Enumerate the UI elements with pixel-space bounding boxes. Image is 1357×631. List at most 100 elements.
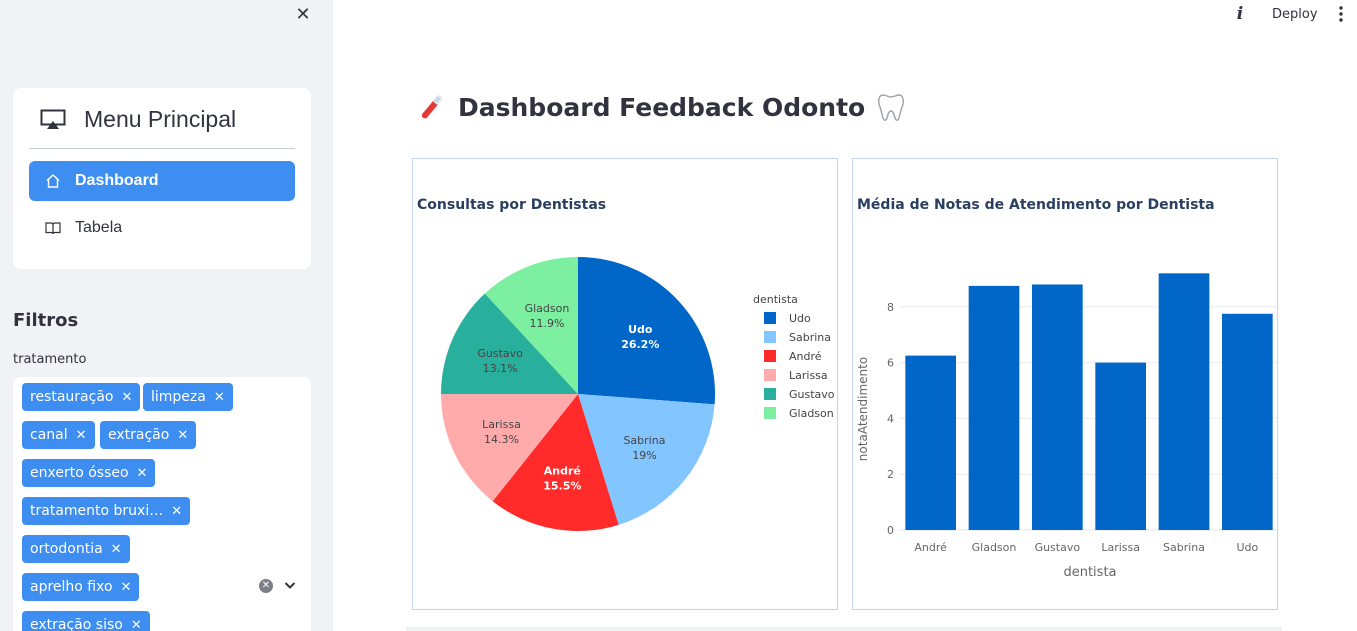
filter-tag: extração siso ✕ <box>22 611 150 631</box>
tag-label: extração siso <box>30 617 123 631</box>
pie-slice-percent: 11.9% <box>530 317 565 330</box>
y-tick-label: 4 <box>887 412 894 425</box>
menu-card: Menu Principal Dashboard Tabela <box>13 88 311 269</box>
tag-label: limpeza <box>151 389 206 405</box>
info-icon[interactable]: i <box>1236 4 1244 24</box>
y-tick-label: 6 <box>887 357 894 370</box>
bar-andré[interactable] <box>905 355 956 530</box>
chevron-down-icon[interactable] <box>283 578 297 592</box>
more-vertical-icon[interactable] <box>1336 5 1346 23</box>
tooth-icon <box>878 94 905 121</box>
pie-slice-percent: 13.1% <box>483 362 518 375</box>
bar-udo[interactable] <box>1222 313 1273 530</box>
pie-slice-percent: 26.2% <box>621 338 659 351</box>
bar-chart: 0 2 4 6 8 André Gladson Gustavo Larissa Sabrina Ud… <box>856 273 1279 580</box>
legend-entry[interactable]: Larissa <box>789 369 828 382</box>
bar-chart-title: Média de Notas de Atendimento por Dentis… <box>857 197 1215 213</box>
x-tick-label: Larissa <box>1101 541 1140 554</box>
pie-slice-gladson[interactable] <box>484 257 578 394</box>
x-tick-label: Sabrina <box>1163 541 1205 554</box>
filter-tag: ortodontia ✕ <box>22 535 130 563</box>
x-tick-label: Gustavo <box>1035 541 1081 554</box>
menu-item-tabela[interactable]: Tabela <box>29 208 295 248</box>
menu-divider <box>29 148 295 149</box>
legend-entry[interactable]: Gustavo <box>789 388 835 401</box>
bar-gladson[interactable] <box>968 285 1020 530</box>
remove-tag-icon[interactable]: ✕ <box>121 390 133 405</box>
legend-swatch[interactable] <box>764 369 776 381</box>
book-icon <box>45 222 61 235</box>
remove-tag-icon[interactable]: ✕ <box>120 580 132 595</box>
pie-slice-andré[interactable] <box>492 394 619 531</box>
pie-slice-percent: 14.3% <box>484 433 519 446</box>
legend-swatch[interactable] <box>764 388 776 400</box>
pie-slice-udo[interactable] <box>578 257 715 405</box>
pie-chart: Udo 26.2% Sabrina 19% André 15.5% Larissa 14.3%… <box>441 257 835 531</box>
tag-label: restauração <box>30 389 114 405</box>
bar-chart-card: 0 2 4 6 8 André Gladson Gustavo Larissa Sabrina Ud… <box>852 158 1279 610</box>
remove-tag-icon[interactable]: ✕ <box>75 428 87 443</box>
remove-tag-icon[interactable]: ✕ <box>136 466 148 481</box>
filter-tag: extração ✕ <box>100 421 197 449</box>
deploy-button[interactable]: Deploy <box>1272 7 1318 22</box>
filters-title: Filtros <box>13 310 79 331</box>
page-title: Dashboard Feedback Odonto <box>458 92 866 122</box>
pie-slice-label: Udo <box>628 323 653 336</box>
toothbrush-icon <box>421 94 443 119</box>
pie-slice-percent: 15.5% <box>543 479 581 492</box>
bar-larissa[interactable] <box>1095 362 1146 530</box>
x-tick-label: Gladson <box>972 541 1017 554</box>
bar-gustavo[interactable] <box>1032 284 1083 530</box>
tag-label: tratamento bruxi… <box>30 503 164 519</box>
filter-tag: aprelho fixo ✕ <box>22 573 140 601</box>
filter-tag: limpeza ✕ <box>143 383 233 411</box>
clear-all-icon[interactable]: ✕ <box>259 579 273 593</box>
filter-tag: enxerto ósseo ✕ <box>22 459 156 487</box>
pie-slice-label: André <box>544 464 581 477</box>
pie-chart-card: Udo 26.2% Sabrina 19% André 15.5% Larissa 14.3%… <box>412 158 838 610</box>
legend-entry[interactable]: Gladson <box>789 407 834 420</box>
pie-slice-label: Gustavo <box>477 347 523 360</box>
filter-tag: restauração ✕ <box>22 383 141 411</box>
house-icon <box>46 174 60 188</box>
legend-entry[interactable]: André <box>789 350 822 363</box>
y-tick-label: 2 <box>887 468 894 481</box>
pie-chart-title: Consultas por Dentistas <box>417 197 607 213</box>
tag-label: extração <box>108 427 170 443</box>
x-tick-label: Udo <box>1236 541 1258 554</box>
y-tick-label: 0 <box>887 524 894 537</box>
remove-tag-icon[interactable]: ✕ <box>110 542 122 557</box>
menu-item-label: Dashboard <box>75 172 159 189</box>
tag-label: ortodontia <box>30 541 103 557</box>
pie-slice-label: Sabrina <box>623 434 665 447</box>
remove-tag-icon[interactable]: ✕ <box>130 618 142 631</box>
pie-slice-larissa[interactable] <box>441 394 578 502</box>
y-tick-label: 8 <box>887 301 894 314</box>
remove-tag-icon[interactable]: ✕ <box>171 504 183 519</box>
legend-entry[interactable]: Udo <box>789 312 811 325</box>
legend-swatch[interactable] <box>764 407 776 419</box>
legend-entry[interactable]: Sabrina <box>789 331 831 344</box>
tag-label: enxerto ósseo <box>30 465 129 481</box>
filter-tag: canal ✕ <box>22 421 95 449</box>
remove-tag-icon[interactable]: ✕ <box>213 390 225 405</box>
x-tick-label: André <box>914 541 947 554</box>
pie-slice-sabrina[interactable] <box>578 394 715 525</box>
bar-sabrina[interactable] <box>1158 273 1210 530</box>
legend-swatch[interactable] <box>764 312 776 324</box>
remove-tag-icon[interactable]: ✕ <box>177 428 189 443</box>
tratamento-label: tratamento <box>13 352 87 367</box>
pie-slice-gustavo[interactable] <box>441 293 578 394</box>
filter-tag: tratamento bruxi… ✕ <box>22 497 191 525</box>
tag-label: aprelho fixo <box>30 579 113 595</box>
page-title-row: Dashboard Feedback Odonto <box>416 91 907 123</box>
sidebar: ✕ Menu Principal Dashboard Tabela Filtro… <box>0 0 333 631</box>
pie-slice-percent: 19% <box>632 449 656 462</box>
tratamento-multiselect[interactable]: restauração ✕ limpeza ✕ canal ✕ extração ✕ e… <box>13 377 311 631</box>
x-axis-label: dentista <box>1063 565 1116 580</box>
legend-swatch[interactable] <box>764 331 776 343</box>
legend-swatch[interactable] <box>764 350 776 362</box>
airplay-icon <box>40 109 66 129</box>
close-icon[interactable]: ✕ <box>295 4 311 25</box>
menu-item-dashboard[interactable]: Dashboard <box>29 161 295 201</box>
